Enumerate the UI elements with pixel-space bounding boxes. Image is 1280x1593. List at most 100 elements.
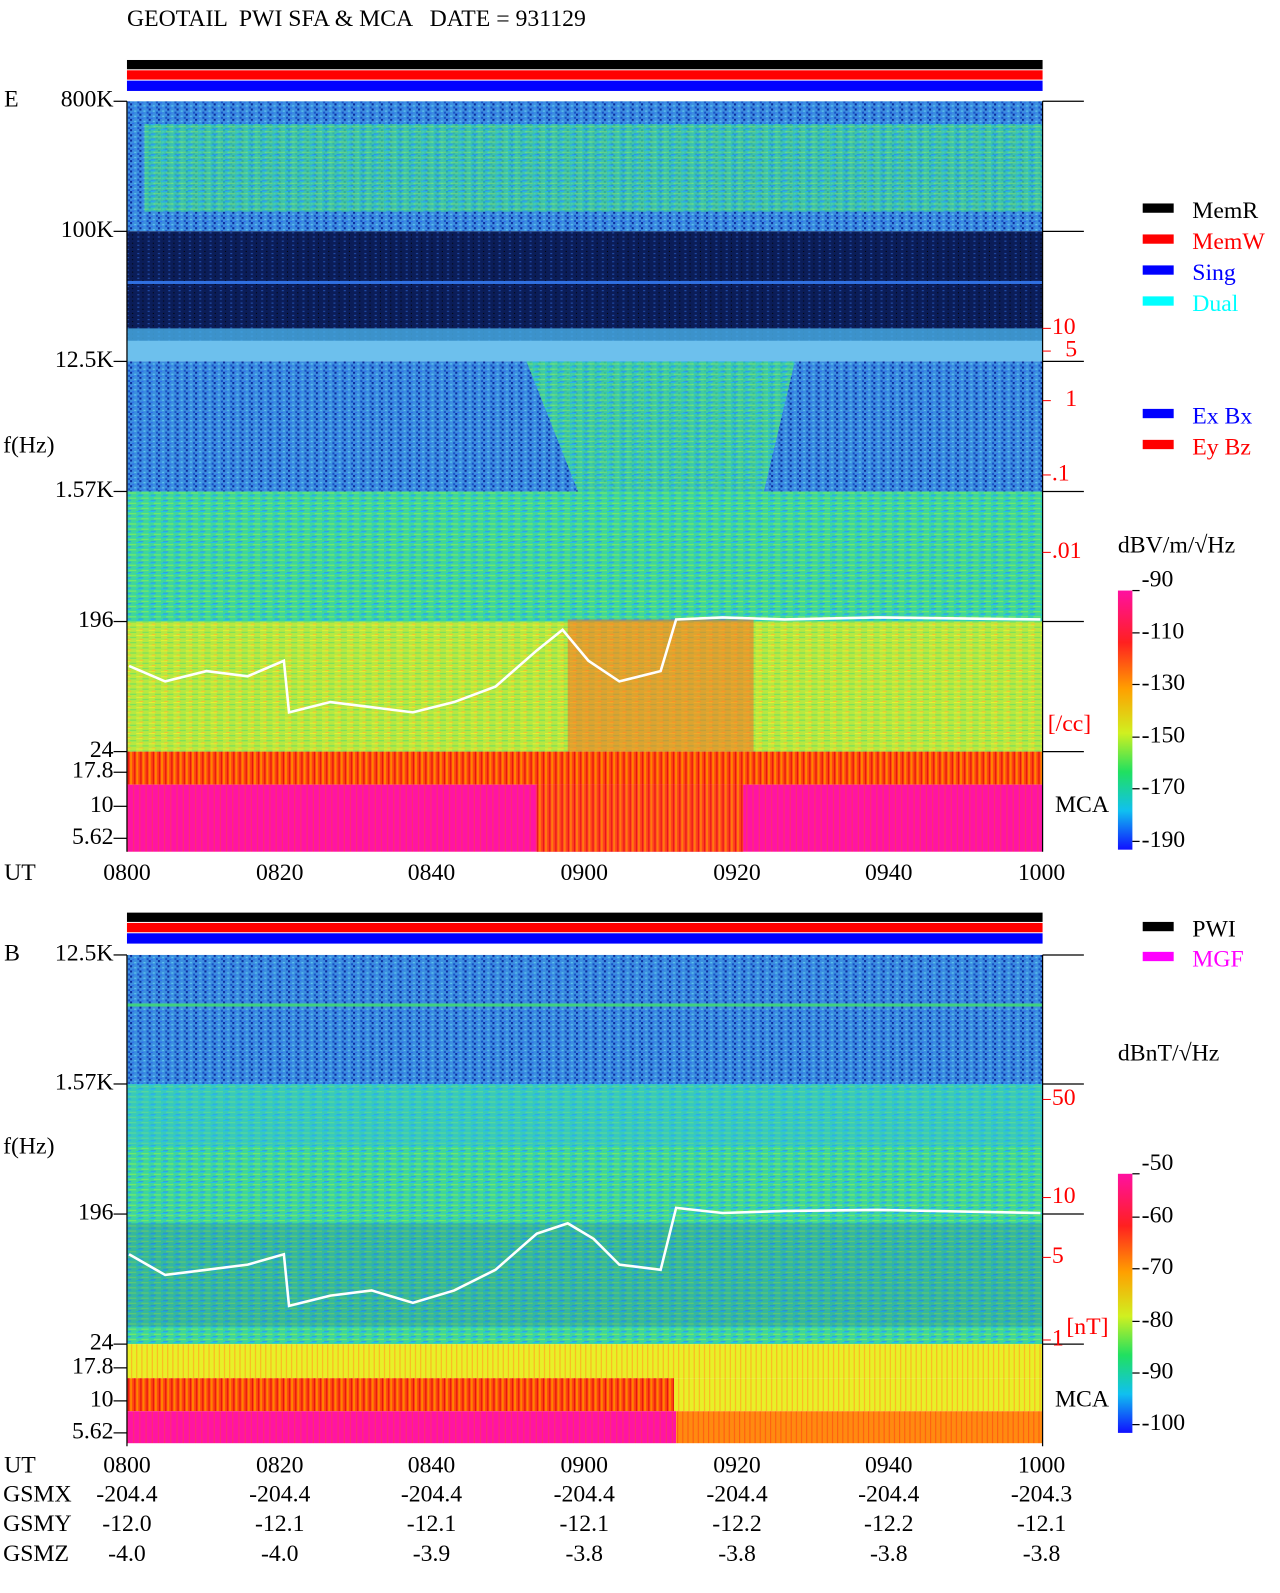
freq-tick-label: 196 bbox=[78, 1200, 114, 1226]
orbit-value: -3.8 bbox=[565, 1541, 603, 1567]
legend-swatch bbox=[1142, 921, 1174, 932]
colorbar-unit: dBnT/√Hz bbox=[1118, 1041, 1219, 1067]
colorbar-tick-label: -70 bbox=[1142, 1254, 1174, 1280]
right-tick-label: .01 bbox=[1052, 538, 1082, 564]
orbit-value: -3.9 bbox=[413, 1541, 451, 1567]
freq-tick-label: 10 bbox=[90, 1386, 114, 1412]
mca-label: MCA bbox=[1055, 1386, 1109, 1412]
time-tick-label: 1000 bbox=[1018, 1452, 1065, 1478]
freq-tick-label: 1.57K bbox=[55, 477, 114, 503]
orbit-value: -12.1 bbox=[407, 1511, 456, 1537]
orbit-value: -204.4 bbox=[96, 1481, 157, 1507]
component-label: B bbox=[4, 940, 20, 966]
colorbar-tick-label: -130 bbox=[1142, 670, 1186, 696]
y-axis-label: f(Hz) bbox=[3, 1133, 54, 1159]
colorbar-tick-label: -110 bbox=[1142, 618, 1185, 644]
mca-label: MCA bbox=[1055, 792, 1109, 818]
freq-tick-label: 24 bbox=[90, 737, 114, 763]
y-axis-label: f(Hz) bbox=[3, 433, 54, 459]
time-axis-label: UT bbox=[4, 1452, 36, 1478]
freq-tick-label: 5.62 bbox=[72, 824, 114, 850]
legend-label: MGF bbox=[1192, 947, 1243, 973]
freq-tick-label: 800K bbox=[61, 87, 114, 113]
freq-tick-label: 12.5K bbox=[55, 347, 114, 373]
legend-label: MemR bbox=[1192, 198, 1258, 224]
colorbar-tick-label: -50 bbox=[1142, 1150, 1174, 1176]
colorbar-tick-label: -170 bbox=[1142, 774, 1186, 800]
time-tick-label: 1000 bbox=[1018, 860, 1065, 886]
legend-label: Ex Bx bbox=[1192, 404, 1252, 430]
orbit-value: -3.8 bbox=[1023, 1541, 1061, 1567]
legend-label: MemW bbox=[1192, 229, 1265, 255]
orbit-value: -4.0 bbox=[261, 1541, 299, 1567]
legend-label: Sing bbox=[1192, 260, 1236, 286]
right-tick-label: 10 bbox=[1052, 314, 1076, 340]
orbit-value: -3.8 bbox=[718, 1541, 756, 1567]
freq-tick-label: 10 bbox=[90, 792, 114, 818]
freq-tick-label: 17.8 bbox=[72, 758, 114, 784]
right-axis-unit: [/cc] bbox=[1048, 711, 1091, 737]
right-tick-label: 5 bbox=[1052, 1243, 1064, 1269]
orbit-value: -12.2 bbox=[712, 1511, 761, 1537]
orbit-value: -12.1 bbox=[560, 1511, 609, 1537]
title: GEOTAIL PWI SFA & MCA DATE = 931129 bbox=[127, 6, 586, 32]
time-tick-label: 0840 bbox=[408, 1452, 455, 1478]
legend-label: Dual bbox=[1192, 291, 1239, 317]
freq-tick-label: 17.8 bbox=[72, 1353, 114, 1379]
time-tick-label: 0940 bbox=[865, 860, 912, 886]
legend-swatch bbox=[1142, 439, 1174, 450]
time-tick-label: 0820 bbox=[256, 860, 303, 886]
colorbar-tick-label: -90 bbox=[1142, 567, 1174, 593]
orbit-value: -204.4 bbox=[249, 1481, 310, 1507]
colorbar-tick-label: -90 bbox=[1142, 1358, 1174, 1384]
colorbar-e bbox=[1117, 590, 1133, 850]
time-tick-label: 0940 bbox=[865, 1452, 912, 1478]
right-tick-label: 10 bbox=[1052, 1183, 1076, 1209]
legend-swatch bbox=[1142, 951, 1174, 962]
orbit-value: -4.0 bbox=[108, 1541, 146, 1567]
time-tick-label: 0900 bbox=[561, 860, 608, 886]
legend-swatch bbox=[1142, 234, 1174, 244]
legend-swatch bbox=[1142, 408, 1174, 419]
orbit-label: GSMY bbox=[3, 1511, 72, 1537]
legend-swatch bbox=[1142, 265, 1174, 275]
orbit-value: -204.4 bbox=[706, 1481, 767, 1507]
right-tick-label: 1 bbox=[1065, 386, 1077, 412]
legend-swatch bbox=[1142, 203, 1174, 213]
right-tick-label: .1 bbox=[1052, 460, 1070, 486]
time-tick-label: 0800 bbox=[103, 860, 150, 886]
right-tick-label: 5 bbox=[1065, 337, 1077, 363]
orbit-value: -204.4 bbox=[554, 1481, 615, 1507]
colorbar-tick-label: -60 bbox=[1142, 1203, 1174, 1229]
freq-tick-label: 196 bbox=[78, 607, 114, 633]
colorbar-unit: dBV/m/√Hz bbox=[1118, 533, 1235, 559]
orbit-value: -204.4 bbox=[858, 1481, 919, 1507]
time-tick-label: 0820 bbox=[256, 1452, 303, 1478]
colorbar-tick-label: -150 bbox=[1142, 723, 1186, 749]
freq-tick-label: 24 bbox=[90, 1330, 114, 1356]
component-label: E bbox=[4, 87, 19, 113]
time-tick-label: 0920 bbox=[713, 860, 760, 886]
time-tick-label: 0800 bbox=[103, 1452, 150, 1478]
orbit-label: GSMX bbox=[3, 1481, 72, 1507]
colorbar-b bbox=[1117, 1173, 1133, 1433]
colorbar-tick-label: -80 bbox=[1142, 1307, 1174, 1333]
time-tick-label: 0900 bbox=[561, 1452, 608, 1478]
orbit-value: -204.4 bbox=[401, 1481, 462, 1507]
orbit-value: -3.8 bbox=[870, 1541, 908, 1567]
orbit-value: -12.2 bbox=[864, 1511, 913, 1537]
colorbar-tick-label: -190 bbox=[1142, 827, 1186, 853]
colorbar-tick-label: -100 bbox=[1142, 1410, 1186, 1436]
right-tick-label: 50 bbox=[1052, 1085, 1076, 1111]
time-tick-label: 0920 bbox=[713, 1452, 760, 1478]
freq-tick-label: 1.57K bbox=[55, 1069, 114, 1095]
orbit-value: -12.0 bbox=[102, 1511, 151, 1537]
status-bars bbox=[126, 59, 1043, 944]
time-tick-label: 0840 bbox=[408, 860, 455, 886]
right-axis-unit: [nT] bbox=[1066, 1314, 1108, 1340]
spectrogram-b bbox=[126, 954, 1043, 1444]
legend-label: PWI bbox=[1192, 917, 1236, 943]
freq-tick-label: 12.5K bbox=[55, 940, 114, 966]
